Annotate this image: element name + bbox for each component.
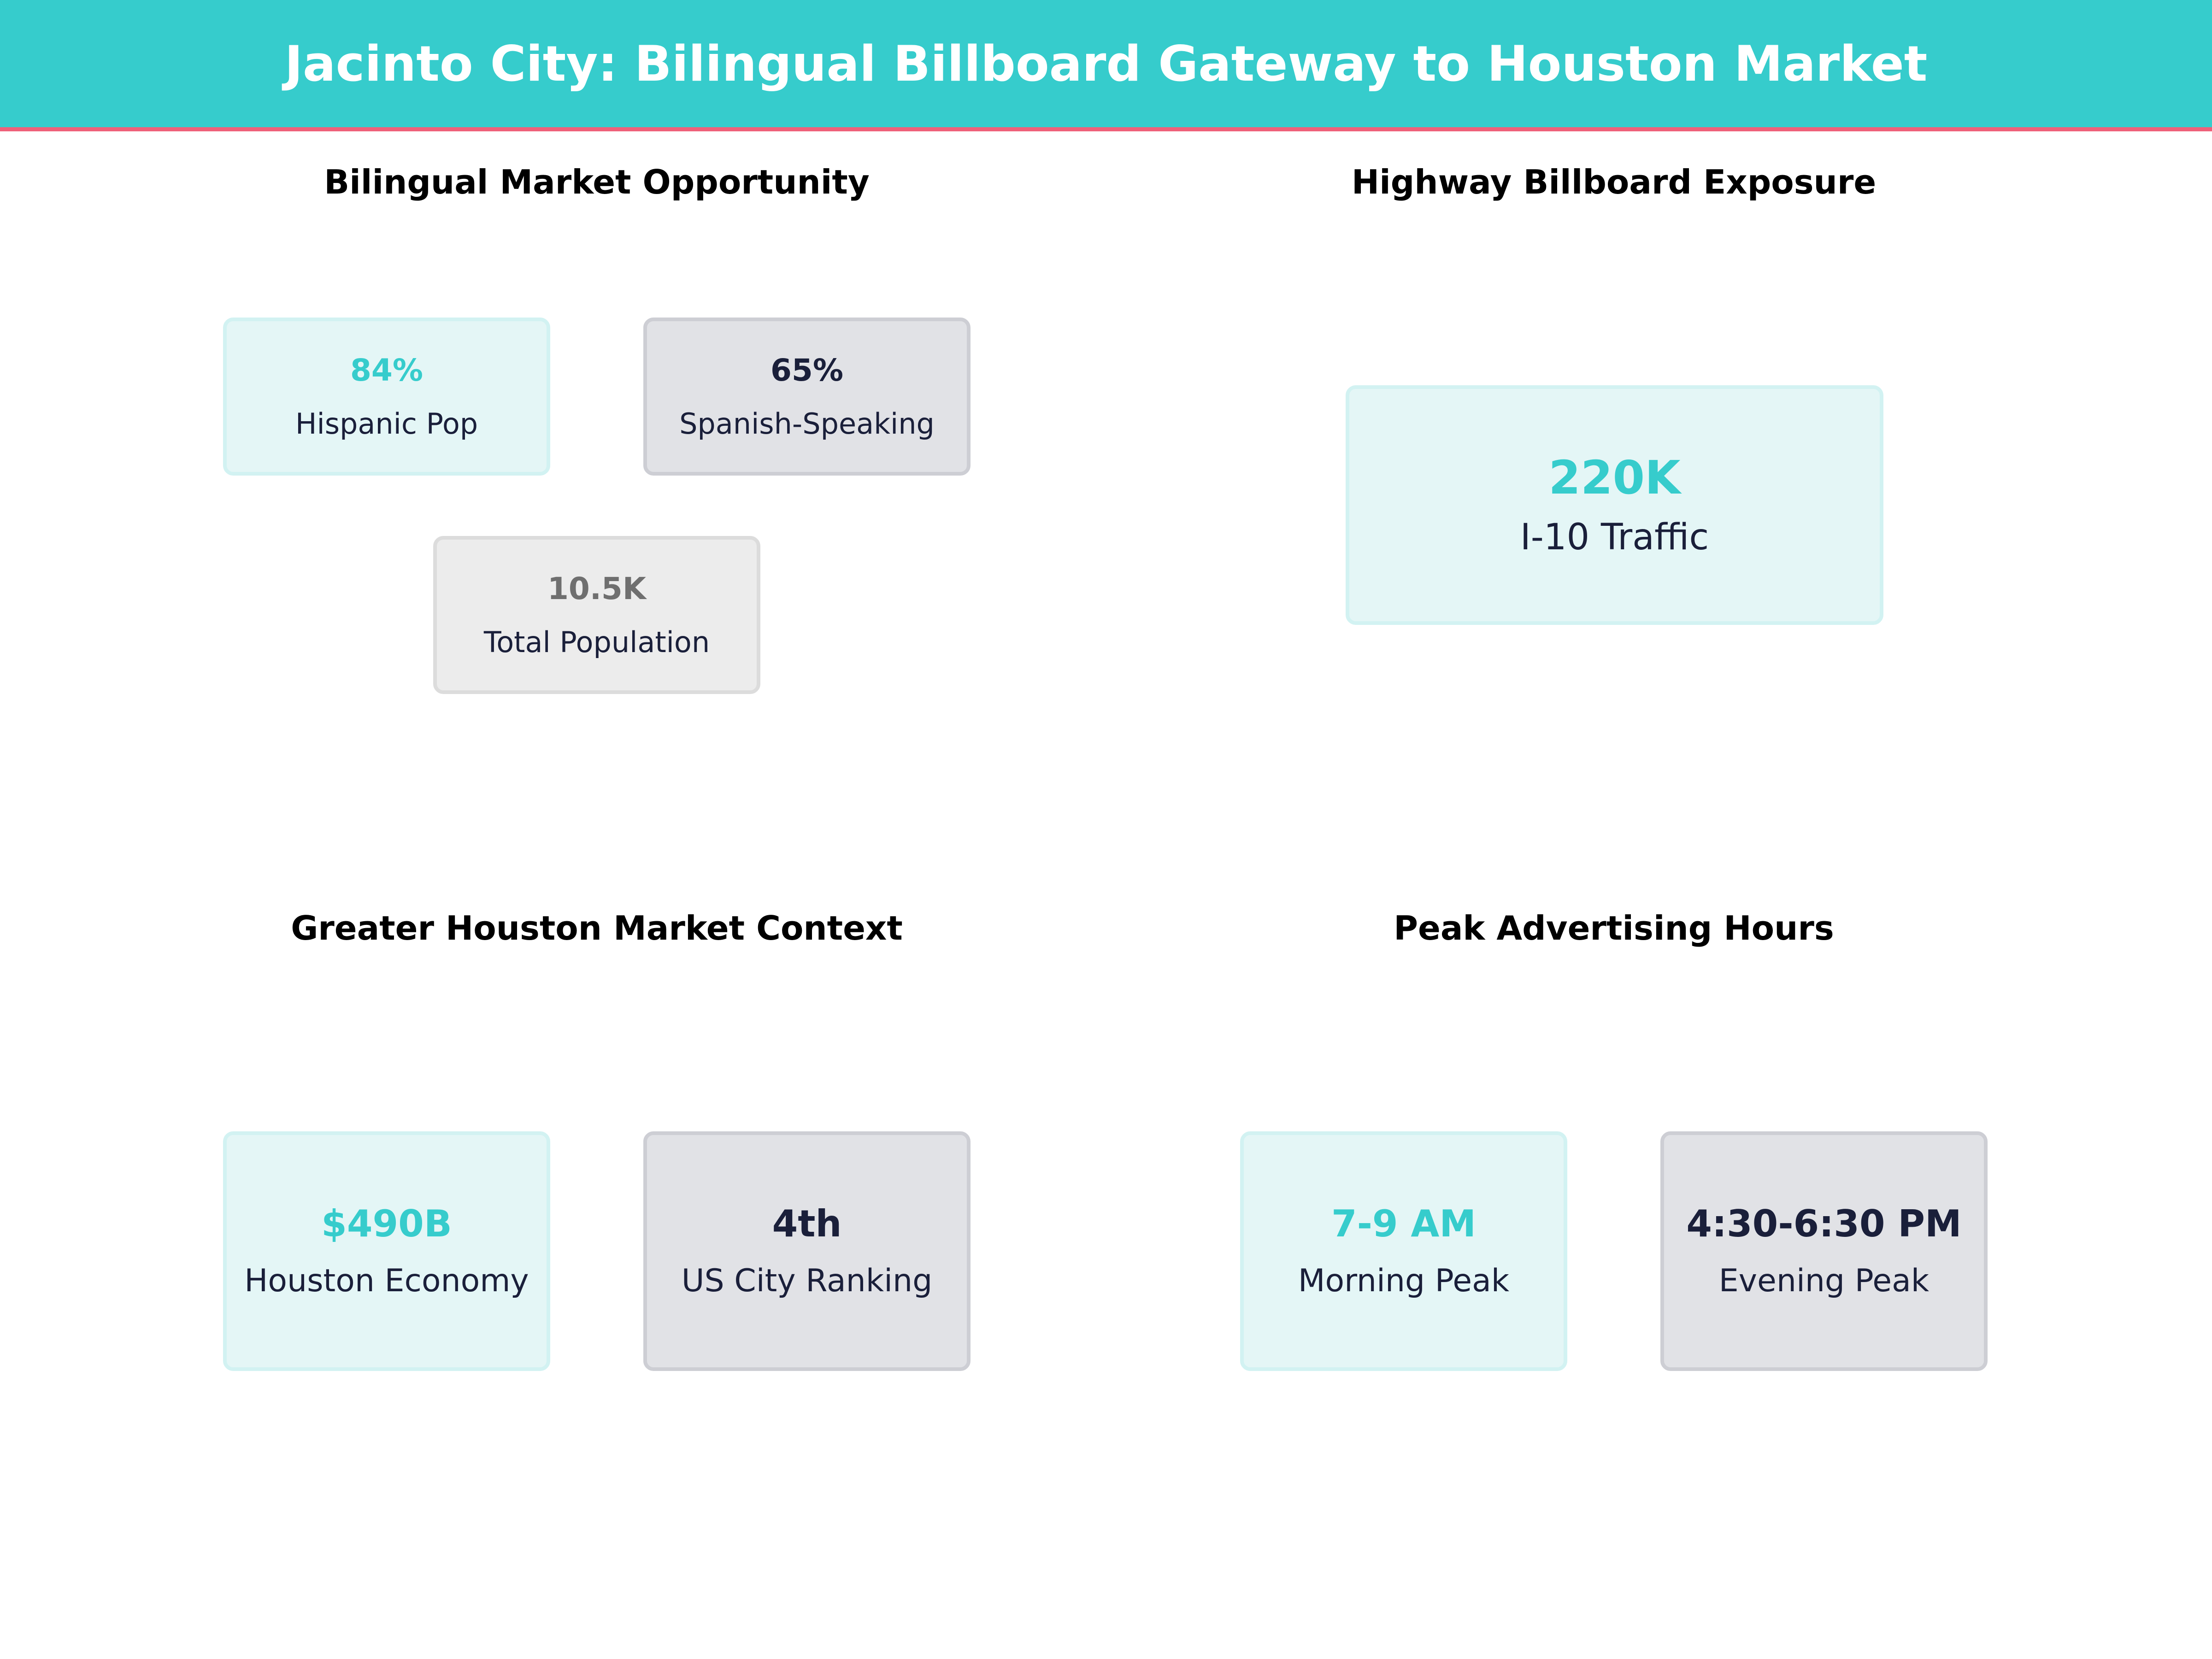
stat-card-total-population: 10.5K Total Population xyxy=(433,536,760,694)
section-title-peak-hours: Peak Advertising Hours xyxy=(1394,909,1834,947)
stat-value: $490B xyxy=(321,1202,452,1245)
stat-value: 4:30-6:30 PM xyxy=(1686,1202,1962,1245)
stat-value: 84% xyxy=(350,352,423,388)
stat-value: 220K xyxy=(1548,451,1681,505)
stat-label: US City Ranking xyxy=(681,1263,933,1299)
stat-value: 10.5K xyxy=(547,571,646,606)
stat-card-evening-peak: 4:30-6:30 PM Evening Peak xyxy=(1660,1131,1988,1371)
header-accent-line xyxy=(0,127,2212,131)
section-title-houston-context: Greater Houston Market Context xyxy=(291,909,903,947)
section-title-bilingual-market: Bilingual Market Opportunity xyxy=(324,163,870,201)
stat-card-us-city-ranking: 4th US City Ranking xyxy=(643,1131,971,1371)
header-banner xyxy=(0,0,2212,127)
stat-card-i10-traffic: 220K I-10 Traffic xyxy=(1346,385,1883,625)
stat-value: 65% xyxy=(771,352,843,388)
stat-label: Morning Peak xyxy=(1298,1263,1510,1299)
stat-card-spanish-speaking: 65% Spanish-Speaking xyxy=(643,318,971,476)
stat-label: Spanish-Speaking xyxy=(679,406,935,441)
stat-card-houston-economy: $490B Houston Economy xyxy=(223,1131,550,1371)
section-title-highway-exposure: Highway Billboard Exposure xyxy=(1351,163,1877,201)
stat-card-morning-peak: 7-9 AM Morning Peak xyxy=(1240,1131,1567,1371)
stat-value: 7-9 AM xyxy=(1331,1202,1476,1245)
stat-value: 4th xyxy=(772,1202,842,1245)
stat-label: Total Population xyxy=(483,625,710,659)
stat-card-hispanic-pop: 84% Hispanic Pop xyxy=(223,318,550,476)
stat-label: I-10 Traffic xyxy=(1520,517,1709,558)
page-title: Jacinto City: Bilingual Billboard Gatewa… xyxy=(284,35,1928,92)
stat-label: Evening Peak xyxy=(1718,1263,1930,1299)
stat-label: Houston Economy xyxy=(244,1263,529,1299)
stat-label: Hispanic Pop xyxy=(295,406,478,441)
